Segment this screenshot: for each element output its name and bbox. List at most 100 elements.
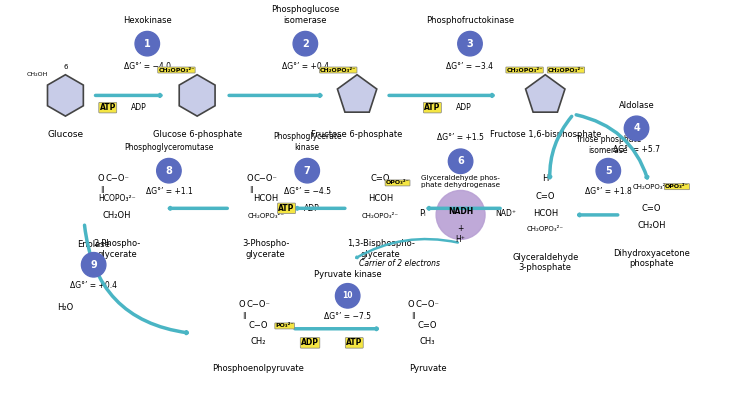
Text: CH₂OPO₃²⁻: CH₂OPO₃²⁻ (633, 183, 670, 190)
Text: HCOH: HCOH (253, 194, 279, 204)
Text: CH₂OH: CH₂OH (103, 211, 131, 220)
Text: ADP: ADP (303, 204, 319, 213)
Text: CH₂OPO₃²⁻: CH₂OPO₃²⁻ (320, 68, 356, 73)
Text: Aldolase: Aldolase (619, 101, 655, 110)
Text: Hexokinase: Hexokinase (123, 16, 172, 25)
Text: 3-Phospho-
glycerate: 3-Phospho- glycerate (242, 239, 290, 259)
Text: C=O: C=O (371, 174, 391, 183)
Text: Phosphoglucose
isomerase: Phosphoglucose isomerase (271, 5, 339, 25)
Text: 1: 1 (144, 39, 151, 49)
Text: 6: 6 (63, 64, 67, 70)
Text: 5: 5 (605, 166, 611, 176)
Text: CH₂OPO₃²⁻: CH₂OPO₃²⁻ (158, 68, 195, 73)
Text: ΔG°’ = −7.5: ΔG°’ = −7.5 (324, 312, 371, 321)
Text: Phosphoenolpyruvate: Phosphoenolpyruvate (213, 363, 304, 372)
Text: 2: 2 (302, 39, 309, 49)
Text: HCOH: HCOH (533, 208, 558, 218)
Text: CH₂OPO₃²⁻: CH₂OPO₃²⁻ (362, 213, 399, 219)
Text: H₂O: H₂O (57, 303, 73, 311)
Text: Triose phosphate
isomerase: Triose phosphate isomerase (575, 135, 641, 154)
Circle shape (625, 116, 649, 140)
Text: NAD⁺: NAD⁺ (496, 208, 517, 218)
Circle shape (157, 159, 181, 183)
Text: Glucose 6-phosphate: Glucose 6-phosphate (152, 130, 242, 139)
Text: ADP: ADP (301, 338, 319, 347)
Text: Enolase: Enolase (77, 240, 110, 249)
Text: ADP: ADP (456, 103, 471, 112)
Text: ΔG°’ = +5.7: ΔG°’ = +5.7 (613, 145, 660, 154)
Text: ‖: ‖ (249, 186, 253, 193)
Text: Glyceraldehyde phos-
phate dehydrogenase: Glyceraldehyde phos- phate dehydrogenase (421, 176, 500, 188)
Text: H: H (542, 174, 548, 183)
Text: CH₂OPO₃²⁻: CH₂OPO₃²⁻ (507, 68, 542, 73)
Circle shape (596, 159, 621, 183)
Text: C−O⁻: C−O⁻ (254, 174, 278, 183)
Text: Pyruvate: Pyruvate (409, 363, 446, 372)
Text: ΔG°’ = +0.4: ΔG°’ = +0.4 (70, 281, 117, 290)
Text: 2-Phospho-
glycerate: 2-Phospho- glycerate (94, 239, 141, 259)
Text: C−O: C−O (248, 321, 268, 330)
Text: C=O: C=O (642, 204, 661, 213)
Circle shape (293, 31, 317, 56)
Text: 10: 10 (342, 291, 353, 300)
Text: ΔG°’ = +1.5: ΔG°’ = +1.5 (437, 133, 484, 143)
Text: ‖: ‖ (100, 186, 104, 193)
Polygon shape (179, 75, 215, 116)
Polygon shape (337, 75, 377, 112)
Text: Pᵢ: Pᵢ (419, 208, 426, 218)
Text: C=O: C=O (536, 192, 555, 201)
Text: CH₂OPO₃²⁻: CH₂OPO₃²⁻ (247, 213, 284, 219)
Text: Phosphofructokinase: Phosphofructokinase (426, 16, 514, 25)
Text: ΔG°’ = −3.4: ΔG°’ = −3.4 (446, 63, 493, 72)
Text: ‖: ‖ (242, 312, 245, 319)
Polygon shape (526, 75, 565, 112)
Text: 7: 7 (304, 166, 311, 176)
Text: Phosphoglycerate
kinase: Phosphoglycerate kinase (273, 133, 342, 152)
Text: Phosphoglyceromutase: Phosphoglyceromutase (124, 143, 213, 152)
Text: OPO₃²⁻: OPO₃²⁻ (386, 180, 410, 185)
Text: ATP: ATP (100, 103, 116, 112)
Text: H⁺: H⁺ (456, 235, 465, 244)
Text: O: O (246, 174, 253, 183)
Text: CH₂OPO₃²⁻: CH₂OPO₃²⁻ (548, 68, 584, 73)
Text: 1,3-Bisphospho-
glycerate: 1,3-Bisphospho- glycerate (347, 239, 415, 259)
Text: C−O⁻: C−O⁻ (416, 300, 440, 309)
Text: ‖: ‖ (411, 312, 414, 319)
Text: Glyceraldehyde
3-phosphate: Glyceraldehyde 3-phosphate (512, 253, 578, 272)
Circle shape (336, 283, 360, 308)
Text: C−O⁻: C−O⁻ (246, 300, 270, 309)
Text: HCOH: HCOH (368, 194, 393, 204)
Text: +: + (457, 224, 464, 233)
Circle shape (81, 253, 106, 277)
Text: CH₂OH: CH₂OH (637, 221, 666, 230)
Text: C=O: C=O (418, 321, 438, 330)
Circle shape (458, 31, 482, 56)
Text: ΔG°’ = +1.1: ΔG°’ = +1.1 (146, 187, 192, 196)
Text: ΔG°’ = +0.4: ΔG°’ = +0.4 (282, 63, 329, 72)
Text: ATP: ATP (346, 338, 362, 347)
Text: Carrier of 2 electrons: Carrier of 2 electrons (359, 259, 440, 268)
Polygon shape (48, 75, 84, 116)
Text: O: O (408, 300, 414, 309)
Text: 8: 8 (166, 166, 172, 176)
Text: C−O⁻: C−O⁻ (106, 174, 129, 183)
Text: 9: 9 (90, 260, 97, 270)
Circle shape (295, 159, 320, 183)
Text: Pyruvate kinase: Pyruvate kinase (314, 270, 381, 279)
Circle shape (449, 149, 473, 173)
Text: O: O (97, 174, 104, 183)
Text: ATP: ATP (279, 204, 295, 213)
Text: Dihydroxyacetone
phosphate: Dihydroxyacetone phosphate (613, 249, 690, 268)
Text: CH₂OPO₃²⁻: CH₂OPO₃²⁻ (527, 226, 564, 232)
Text: CH₂: CH₂ (251, 337, 266, 346)
Text: ΔG°’ = +1.8: ΔG°’ = +1.8 (585, 187, 632, 196)
Text: 6: 6 (457, 156, 464, 166)
Text: 4: 4 (633, 123, 640, 133)
Text: ΔG°’ = −4.5: ΔG°’ = −4.5 (284, 187, 331, 196)
Text: 3: 3 (467, 39, 474, 49)
Circle shape (436, 190, 485, 239)
Text: Fructose 6-phosphate: Fructose 6-phosphate (312, 130, 402, 139)
Text: Fructose 1,6-bisphosphate: Fructose 1,6-bisphosphate (490, 130, 601, 139)
Text: CH₂OH: CH₂OH (26, 72, 48, 77)
Text: O: O (238, 300, 245, 309)
